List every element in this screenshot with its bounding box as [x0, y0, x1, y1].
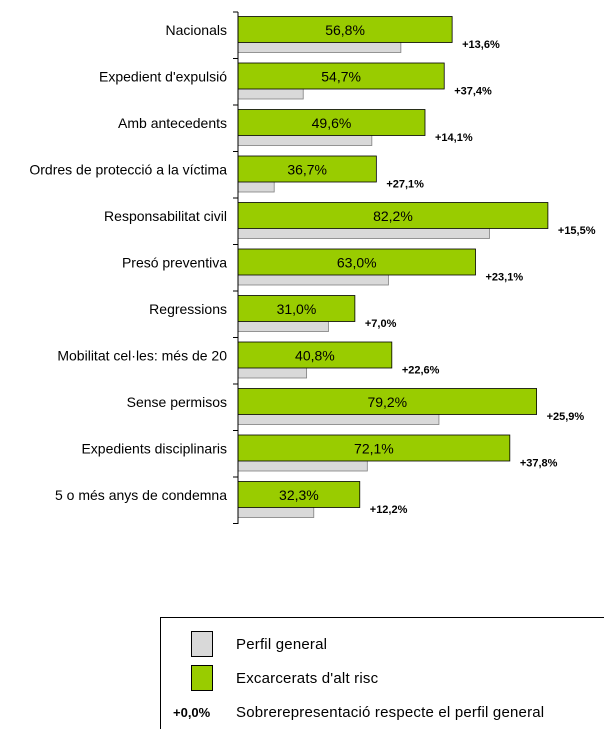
- category-label: Ordres de protecció a la víctima: [29, 162, 227, 178]
- difference-label: +7,0%: [365, 318, 397, 330]
- difference-label: +27,1%: [386, 179, 424, 191]
- difference-label: +37,4%: [454, 86, 492, 98]
- bar-value-label: 72,1%: [354, 441, 394, 457]
- category-label: Regressions: [149, 301, 227, 317]
- legend-label-high-risk: Excarcerats d'alt risc: [236, 669, 379, 687]
- difference-label: +37,8%: [520, 458, 558, 470]
- category-label: Expedients disciplinaris: [81, 441, 227, 457]
- bar-general: [237, 41, 402, 53]
- difference-label: +13,6%: [462, 39, 500, 51]
- bar-value-label: 82,2%: [373, 208, 413, 224]
- legend-label-general: Perfil general: [236, 635, 328, 653]
- category-label: Amb antecedents: [118, 115, 227, 131]
- difference-label: +23,1%: [486, 272, 524, 284]
- bar-high-risk: [237, 62, 445, 90]
- category-label: 5 o més anys de condemna: [55, 487, 227, 503]
- category-label: Sense permisos: [127, 394, 227, 410]
- bar-value-label: 56,8%: [325, 22, 365, 38]
- difference-label: +22,6%: [402, 365, 440, 377]
- bar-general: [237, 134, 373, 146]
- bar-chart: 56,8% +13,6% Nacionals 54,7% +37,4% Expedient…: [29, 11, 596, 524]
- legend: Perfil general Excarcerats d'alt risc +0…: [160, 617, 604, 729]
- category-label: Presó preventiva: [122, 255, 227, 271]
- bar-high-risk: [237, 295, 356, 322]
- bar-value-label: 40,8%: [295, 348, 335, 364]
- bar-high-risk: [237, 16, 453, 43]
- legend-swatch-high-risk: [191, 665, 213, 691]
- bar-value-label: 31,0%: [277, 301, 317, 317]
- bar-high-risk: [237, 481, 361, 508]
- difference-label: +14,1%: [435, 132, 473, 144]
- bar-value-label: 36,7%: [287, 162, 327, 178]
- bar-high-risk: [237, 434, 511, 462]
- bar-general: [237, 180, 275, 193]
- bar-high-risk: [237, 388, 537, 415]
- bar-high-risk: [237, 341, 393, 369]
- bar-value-label: 54,7%: [321, 69, 361, 85]
- bar-general: [237, 459, 368, 472]
- category-label: Responsabilitat civil: [104, 208, 227, 224]
- bar-general: [237, 87, 304, 100]
- legend-difference-code: +0,0%: [173, 704, 211, 720]
- bar-general: [237, 506, 315, 518]
- bar-value-label: 79,2%: [367, 394, 407, 410]
- difference-label: +15,5%: [558, 225, 596, 237]
- bar-general: [237, 366, 308, 379]
- bar-general: [237, 273, 389, 286]
- bar-general: [237, 227, 490, 239]
- bar-value-label: 63,0%: [337, 255, 377, 271]
- legend-swatch-general: [191, 631, 213, 657]
- bar-general: [237, 413, 440, 425]
- legend-label-difference: Sobrerepresentació respecte el perfil ge…: [236, 703, 545, 721]
- category-label: Nacionals: [166, 22, 227, 38]
- bar-general: [237, 320, 329, 332]
- bar-value-label: 49,6%: [312, 115, 352, 131]
- difference-label: +12,2%: [370, 504, 408, 516]
- bar-value-label: 32,3%: [279, 487, 319, 503]
- category-label: Mobilitat cel·les: més de 20: [57, 348, 227, 364]
- bar-high-risk: [237, 248, 476, 276]
- difference-label: +25,9%: [547, 411, 585, 423]
- category-label: Expedient d'expulsió: [99, 69, 227, 85]
- bar-high-risk: [237, 155, 377, 183]
